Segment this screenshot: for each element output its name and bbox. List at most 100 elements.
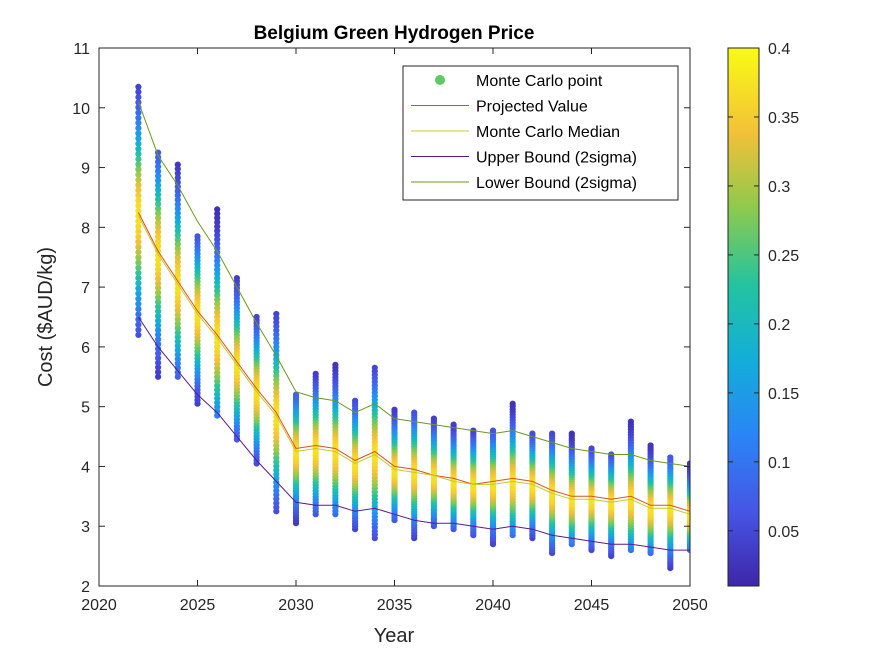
y-tick-label: 2	[81, 579, 90, 596]
monte-carlo-point	[529, 430, 536, 437]
monte-carlo-point	[174, 218, 181, 226]
monte-carlo-point	[214, 399, 221, 406]
monte-carlo-point	[174, 320, 181, 327]
y-tick-label: 3	[81, 519, 90, 536]
monte-carlo-point	[155, 345, 162, 352]
monte-carlo-point	[135, 192, 142, 199]
monte-carlo-point	[135, 125, 142, 132]
series-line-upper-bound-2sigma	[137, 316, 690, 551]
monte-carlo-point	[155, 163, 162, 170]
monte-carlo-point	[135, 306, 142, 313]
monte-carlo-point	[214, 240, 221, 247]
colorbar-tick-label: 0.15	[768, 386, 799, 403]
monte-carlo-point	[214, 378, 221, 385]
monte-carlo-point	[174, 196, 181, 203]
monte-carlo-point	[214, 253, 221, 260]
monte-carlo-point	[135, 331, 142, 338]
colorbar-tick-label: 0.2	[768, 317, 790, 334]
monte-carlo-point	[155, 233, 162, 240]
monte-carlo-point	[135, 182, 142, 189]
monte-carlo-point	[155, 364, 162, 371]
monte-carlo-point	[233, 275, 240, 282]
monte-carlo-point	[135, 140, 142, 147]
monte-carlo-point	[155, 369, 162, 376]
monte-carlo-point	[312, 370, 319, 377]
monte-carlo-point	[155, 196, 162, 203]
monte-carlo-point	[549, 430, 556, 437]
monte-carlo-point	[155, 256, 162, 264]
axes: 2020 2025 2030 2035 2040 2045 2050 2 3 4 5 6 7 8 9 10 11	[72, 41, 708, 614]
monte-carlo-point	[214, 322, 221, 329]
monte-carlo-point	[214, 296, 221, 303]
monte-carlo-point	[174, 210, 181, 217]
y-tick-label: 7	[81, 280, 90, 297]
monte-carlo-point	[627, 418, 635, 425]
monte-carlo-point	[155, 200, 162, 208]
monte-carlo-point	[214, 318, 221, 325]
monte-carlo-point	[135, 264, 142, 271]
monte-carlo-point	[214, 305, 221, 312]
monte-carlo-point	[214, 365, 221, 372]
monte-carlo-point	[214, 266, 221, 273]
monte-carlo-point	[155, 336, 162, 343]
monte-carlo-point	[174, 294, 181, 301]
monte-carlo-point	[174, 289, 181, 296]
legend: Monte Carlo point Projected Value Monte Ca…	[402, 65, 679, 201]
monte-carlo-point	[509, 400, 516, 407]
monte-carlo-point	[214, 391, 221, 398]
monte-carlo-point	[214, 227, 221, 234]
colorbar-tick-label: 0.25	[768, 248, 799, 265]
legend-marker-dot	[435, 75, 445, 85]
monte-carlo-point	[135, 156, 142, 163]
monte-carlo-point	[135, 238, 142, 245]
monte-carlo-point	[174, 342, 181, 349]
x-tick-label: 2030	[278, 597, 314, 614]
monte-carlo-point	[155, 168, 162, 175]
monte-carlo-point	[135, 135, 142, 142]
monte-carlo-point	[155, 299, 162, 306]
monte-carlo-point	[174, 227, 181, 234]
monte-carlo-point	[135, 197, 142, 204]
monte-carlo-point	[135, 269, 142, 276]
monte-carlo-point	[214, 313, 221, 320]
colorbar-tick-label: 0.4	[768, 41, 790, 58]
monte-carlo-point	[214, 236, 221, 243]
monte-carlo-point	[214, 279, 221, 286]
monte-carlo-point	[214, 343, 221, 350]
y-tick-label: 9	[81, 161, 90, 178]
x-tick-label: 2035	[377, 597, 413, 614]
monte-carlo-point	[214, 309, 221, 316]
monte-carlo-point	[135, 290, 142, 297]
monte-carlo-point	[135, 285, 142, 292]
monte-carlo-point	[155, 359, 162, 366]
monte-carlo-point	[588, 445, 595, 452]
monte-carlo-point	[214, 257, 221, 265]
monte-carlo-point	[135, 311, 142, 318]
x-tick-label: 2040	[475, 597, 511, 614]
monte-carlo-point	[174, 338, 181, 345]
monte-carlo-point	[273, 310, 280, 318]
monte-carlo-point	[214, 275, 221, 282]
legend-label: Projected Value	[476, 99, 588, 116]
monte-carlo-point	[174, 267, 181, 274]
monte-carlo-point	[135, 321, 142, 328]
monte-carlo-point	[174, 272, 181, 279]
chart-title: Belgium Green Hydrogen Price	[254, 23, 535, 44]
monte-carlo-point	[489, 427, 497, 434]
monte-carlo-point	[214, 214, 221, 222]
series-line-lower-bound-2sigma	[137, 101, 690, 467]
monte-carlo-point	[155, 322, 162, 329]
monte-carlo-point	[214, 292, 221, 299]
monte-carlo-point	[155, 331, 162, 338]
monte-carlo-point	[214, 339, 221, 346]
monte-carlo-point	[391, 406, 398, 413]
monte-carlo-point	[135, 295, 142, 302]
colorbar-tick-label: 0.1	[768, 455, 790, 472]
monte-carlo-point	[214, 223, 221, 230]
monte-carlo-point	[155, 280, 162, 287]
monte-carlo-point	[214, 408, 221, 415]
monte-carlo-point	[135, 280, 142, 287]
monte-carlo-point	[174, 373, 181, 380]
x-tick-label: 2050	[672, 597, 708, 614]
monte-carlo-point	[174, 254, 181, 261]
